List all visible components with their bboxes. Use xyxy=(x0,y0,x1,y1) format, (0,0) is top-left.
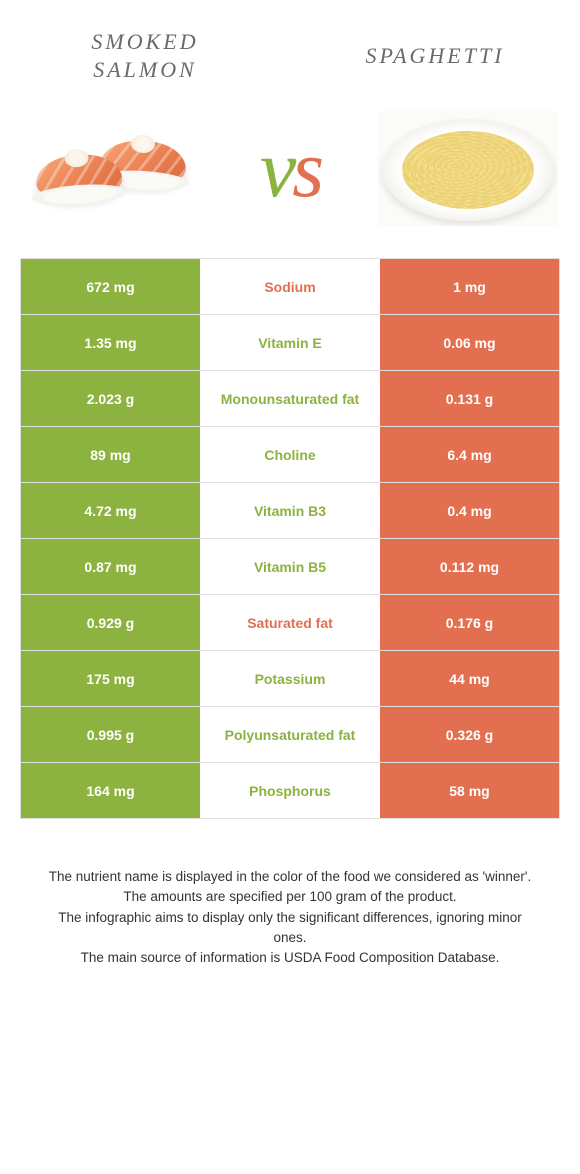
right-value-cell: 0.112 mg xyxy=(380,538,560,594)
table-row: 2.023 gMonounsaturated fat0.131 g xyxy=(20,370,560,426)
nutrient-label: Vitamin E xyxy=(200,314,380,370)
vs-s: s xyxy=(292,122,320,216)
right-value-cell: 58 mg xyxy=(380,762,560,818)
nutrient-label: Vitamin B3 xyxy=(200,482,380,538)
vs-v: v xyxy=(260,122,292,216)
nutrient-label: Polyunsaturated fat xyxy=(200,706,380,762)
nutrient-label: Choline xyxy=(200,426,380,482)
left-value-cell: 0.87 mg xyxy=(20,538,200,594)
table-row: 672 mgSodium1 mg xyxy=(20,258,560,314)
right-value-cell: 0.131 g xyxy=(380,370,560,426)
comparison-table: 672 mgSodium1 mg1.35 mgVitamin E0.06 mg2… xyxy=(20,258,560,819)
spaghetti-illustration xyxy=(378,111,558,226)
footer-line: The infographic aims to display only the… xyxy=(40,908,540,949)
right-value-cell: 6.4 mg xyxy=(380,426,560,482)
right-value-cell: 44 mg xyxy=(380,650,560,706)
table-row: 0.87 mgVitamin B50.112 mg xyxy=(20,538,560,594)
table-row: 89 mgCholine6.4 mg xyxy=(20,426,560,482)
nutrient-label: Monounsaturated fat xyxy=(200,370,380,426)
table-row: 1.35 mgVitamin E0.06 mg xyxy=(20,314,560,370)
left-value-cell: 2.023 g xyxy=(20,370,200,426)
images-row: vs xyxy=(0,93,580,258)
table-row: 0.995 gPolyunsaturated fat0.326 g xyxy=(20,706,560,762)
left-value-cell: 1.35 mg xyxy=(20,314,200,370)
salmon-illustration xyxy=(22,111,202,226)
left-food-title: Smoked salmon xyxy=(40,28,250,83)
left-value-cell: 164 mg xyxy=(20,762,200,818)
nutrient-label: Potassium xyxy=(200,650,380,706)
left-value-cell: 0.995 g xyxy=(20,706,200,762)
left-value-cell: 175 mg xyxy=(20,650,200,706)
nutrient-label: Saturated fat xyxy=(200,594,380,650)
left-value-cell: 0.929 g xyxy=(20,594,200,650)
left-value-cell: 4.72 mg xyxy=(20,482,200,538)
header-row: Smoked salmon Spaghetti xyxy=(0,0,580,93)
right-value-cell: 0.326 g xyxy=(380,706,560,762)
footer-notes: The nutrient name is displayed in the co… xyxy=(0,819,580,968)
right-value-cell: 1 mg xyxy=(380,258,560,314)
left-food-image xyxy=(22,111,202,226)
right-food-title: Spaghetti xyxy=(330,28,540,70)
left-value-cell: 89 mg xyxy=(20,426,200,482)
nutrient-label: Vitamin B5 xyxy=(200,538,380,594)
left-value-cell: 672 mg xyxy=(20,258,200,314)
right-food-image xyxy=(378,111,558,226)
footer-line: The amounts are specified per 100 gram o… xyxy=(40,887,540,907)
footer-line: The nutrient name is displayed in the co… xyxy=(40,867,540,887)
vs-label: vs xyxy=(260,122,320,216)
table-row: 0.929 gSaturated fat0.176 g xyxy=(20,594,560,650)
table-row: 4.72 mgVitamin B30.4 mg xyxy=(20,482,560,538)
nutrient-label: Sodium xyxy=(200,258,380,314)
right-value-cell: 0.06 mg xyxy=(380,314,560,370)
right-value-cell: 0.4 mg xyxy=(380,482,560,538)
table-row: 164 mgPhosphorus58 mg xyxy=(20,762,560,818)
table-row: 175 mgPotassium44 mg xyxy=(20,650,560,706)
footer-line: The main source of information is USDA F… xyxy=(40,948,540,968)
right-value-cell: 0.176 g xyxy=(380,594,560,650)
nutrient-label: Phosphorus xyxy=(200,762,380,818)
